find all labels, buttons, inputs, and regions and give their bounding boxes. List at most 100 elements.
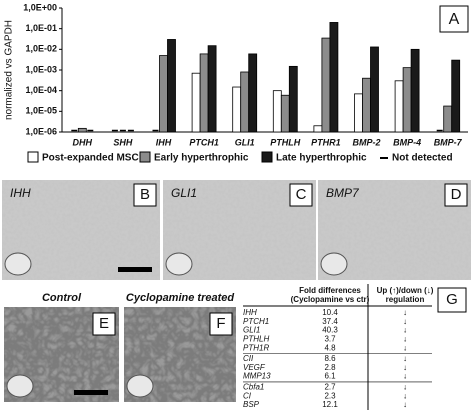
regulation: ↓ — [403, 400, 407, 409]
legend-swatch — [27, 151, 39, 163]
x-tick-label: BMP-7 — [434, 137, 463, 147]
x-tick-label: GLI1 — [235, 137, 255, 147]
x-tick-label: IHH — [156, 137, 172, 147]
gene-name: MMP13 — [243, 372, 271, 381]
panel-letter: C — [296, 186, 307, 203]
fold-value: 37.4 — [322, 317, 338, 326]
scale-bar — [74, 390, 108, 395]
bar — [159, 55, 168, 133]
regulation: ↓ — [403, 308, 407, 317]
bar — [77, 127, 87, 133]
gene-name: CII — [243, 354, 254, 363]
legend-label: Not detected — [392, 153, 453, 164]
x-tick-label: PTHR1 — [311, 137, 341, 147]
bar — [272, 90, 282, 133]
bar — [394, 80, 404, 133]
bar — [288, 65, 298, 133]
letter-box — [444, 183, 468, 207]
fold-value: 2.7 — [324, 383, 336, 392]
letter-box — [289, 183, 313, 207]
regulation: ↓ — [403, 335, 407, 344]
regulation: ↓ — [403, 317, 407, 326]
regulation: ↓ — [403, 391, 407, 400]
gene-name: Cbfa1 — [243, 383, 264, 392]
bar — [248, 53, 258, 133]
x-tick-label: PTHLH — [270, 137, 300, 147]
legend-label: Early hyperthrophic — [154, 153, 249, 164]
gene-name: VEGF — [243, 363, 266, 372]
inset-image — [320, 252, 348, 276]
letter-box — [92, 312, 116, 336]
fold-value: 8.6 — [324, 354, 336, 363]
x-tick-label: BMP-2 — [352, 137, 380, 147]
gene-name: IHH — [243, 308, 257, 317]
fold-value: 12.1 — [322, 400, 338, 409]
fold-value: 2.3 — [324, 391, 336, 400]
fold-value: 4.8 — [324, 343, 336, 352]
panel-letter: F — [216, 315, 225, 332]
panel-letter: E — [99, 315, 109, 332]
bar — [451, 59, 461, 133]
panel-letter: A — [449, 11, 460, 28]
fold-value: 2.8 — [324, 363, 336, 372]
panel-letter-box — [439, 5, 469, 33]
x-tick-label: BMP-4 — [393, 137, 421, 147]
bar — [199, 53, 209, 133]
legend-label: Late hyperthrophic — [276, 153, 367, 164]
bar — [240, 71, 250, 133]
table-header: Up (↑)/down (↓) — [377, 286, 434, 295]
panel-label: GLI1 — [171, 186, 197, 200]
bar — [207, 45, 217, 133]
y-tick-label: 1,0E-02 — [25, 44, 57, 54]
panel-label: Control — [42, 292, 82, 304]
panel-label: IHH — [10, 186, 31, 200]
inset-image — [165, 252, 193, 276]
y-tick-label: 1,0E-03 — [25, 64, 57, 74]
scale-bar — [118, 267, 152, 272]
bar — [402, 67, 412, 133]
fold-value: 10.4 — [322, 308, 338, 317]
panel-label: BMP7 — [326, 186, 360, 200]
bar — [280, 94, 290, 133]
inset-image — [126, 374, 154, 398]
gene-name: PTHLH — [243, 335, 269, 344]
gene-name: PTH1R — [243, 343, 269, 352]
table-header: regulation — [386, 295, 425, 304]
bar — [370, 46, 379, 133]
y-tick-label: 1,0E+00 — [23, 2, 57, 12]
bar — [354, 93, 363, 133]
gene-name: BSP — [243, 400, 260, 409]
panel-letter: D — [451, 186, 462, 203]
fold-value: 3.7 — [324, 335, 336, 344]
table-header: Fold differences — [299, 286, 361, 295]
panel-letter: B — [140, 186, 150, 203]
bar — [362, 77, 371, 133]
regulation: ↓ — [403, 372, 407, 381]
bar — [313, 125, 323, 133]
y-tick-label: 1,0E-06 — [25, 126, 57, 136]
letter-box — [437, 287, 467, 313]
table-header: (Cyclopamine vs ctr) — [291, 295, 370, 304]
letter-box — [133, 183, 157, 207]
fold-value: 6.1 — [324, 372, 336, 381]
gene-name: CI — [243, 391, 252, 400]
regulation: ↓ — [403, 326, 407, 335]
legend-swatch — [261, 151, 273, 163]
bar — [167, 39, 176, 133]
table-letter: G — [446, 291, 458, 308]
regulation: ↓ — [403, 343, 407, 352]
y-tick-label: 1,0E-01 — [25, 23, 57, 33]
bar — [329, 22, 339, 133]
panel-label: Cyclopamine treated — [126, 292, 234, 304]
legend-swatch — [139, 151, 151, 163]
letter-box — [209, 312, 233, 336]
bar — [321, 37, 331, 133]
x-tick-label: SHH — [113, 137, 133, 147]
inset-image — [4, 252, 32, 276]
legend-label: Post-expanded MSC — [42, 153, 139, 164]
inset-image — [6, 374, 34, 398]
gene-name: GLI1 — [243, 326, 260, 335]
y-axis-label: normalized vs GAPDH — [4, 20, 15, 120]
regulation: ↓ — [403, 363, 407, 372]
